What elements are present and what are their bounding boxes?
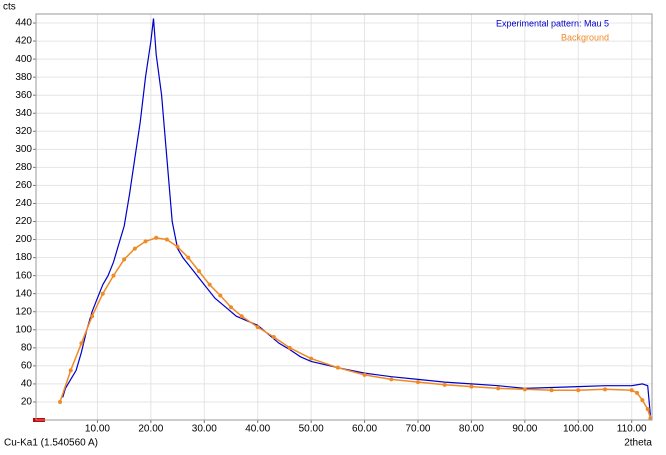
x-tick-label: 30.00 xyxy=(192,424,217,435)
y-tick-label: 100 xyxy=(15,324,32,335)
x-tick-label: 70.00 xyxy=(405,424,430,435)
x-tick-label: 110.00 xyxy=(617,424,647,435)
y-tick-label: 40 xyxy=(21,379,33,390)
series-marker xyxy=(335,365,340,370)
y-tick-label: 340 xyxy=(15,108,32,119)
y-tick-label: 60 xyxy=(21,361,33,372)
legend-entry: Experimental pattern: Mau 5 xyxy=(496,18,609,28)
x-tick-label: 80.00 xyxy=(459,424,484,435)
series-marker xyxy=(196,269,201,274)
series-marker xyxy=(602,387,607,392)
y-tick-label: 20 xyxy=(21,397,33,408)
y-tick-label: 120 xyxy=(15,306,32,317)
series-marker xyxy=(186,255,191,260)
x-tick-label: 50.00 xyxy=(299,424,324,435)
x-axis-label: 2theta xyxy=(624,438,652,449)
series-marker xyxy=(79,341,84,346)
y-tick-label: 220 xyxy=(15,216,32,227)
series-marker xyxy=(522,387,527,392)
series-marker xyxy=(255,325,260,330)
series-marker xyxy=(132,246,137,251)
series-marker xyxy=(496,386,501,391)
y-tick-label: 180 xyxy=(15,252,32,263)
y-tick-label: 140 xyxy=(15,288,32,299)
series-marker xyxy=(576,388,581,393)
series-marker xyxy=(111,273,116,278)
plot-area xyxy=(35,13,653,421)
series-marker xyxy=(309,356,314,361)
y-tick-label: 280 xyxy=(15,162,32,173)
series-marker xyxy=(469,384,474,389)
series-marker xyxy=(287,345,292,350)
x-tick-label: 100.00 xyxy=(563,424,594,435)
series-marker xyxy=(218,293,223,298)
series-marker xyxy=(415,380,420,385)
y-tick-label: 240 xyxy=(15,198,32,209)
y-tick-label: 420 xyxy=(15,36,32,47)
series-marker xyxy=(122,257,127,262)
series-marker xyxy=(164,237,169,242)
series-marker xyxy=(154,235,159,240)
series-marker xyxy=(68,368,73,373)
series-marker xyxy=(362,372,367,377)
y-tick-label: 80 xyxy=(21,342,33,353)
series-marker xyxy=(271,334,276,339)
x-tick-label: 60.00 xyxy=(352,424,377,435)
y-axis-label: cts xyxy=(3,2,16,13)
series-marker xyxy=(90,314,95,319)
series-marker xyxy=(229,305,234,310)
series-line xyxy=(62,18,651,416)
y-tick-label: 200 xyxy=(15,234,32,245)
x-tick-label: 20.00 xyxy=(138,424,163,435)
y-tick-label: 400 xyxy=(15,54,32,65)
y-tick-label: 320 xyxy=(15,126,32,137)
series-marker xyxy=(442,382,447,387)
y-tick-label: 260 xyxy=(15,180,32,191)
y-tick-label: 160 xyxy=(15,270,32,281)
y-tick-label: 300 xyxy=(15,144,32,155)
series-marker xyxy=(175,244,180,249)
annotation: Cu-Ka1 (1.540560 A) xyxy=(4,438,98,449)
x-tick-label: 90.00 xyxy=(512,424,537,435)
series-marker xyxy=(58,399,63,404)
x-tick-label: 10.00 xyxy=(85,424,110,435)
plot-area xyxy=(35,13,653,421)
series-line xyxy=(59,237,652,419)
series-marker xyxy=(207,282,212,287)
legend-entry: Background xyxy=(561,32,609,42)
y-tick-label: 440 xyxy=(15,18,32,29)
y-tick-label: 380 xyxy=(15,72,32,83)
series-marker xyxy=(239,314,244,319)
series-marker xyxy=(640,398,645,403)
series-marker xyxy=(143,239,148,244)
series-marker xyxy=(645,407,650,412)
series-marker xyxy=(629,388,634,393)
series-marker xyxy=(549,388,554,393)
series-marker xyxy=(100,291,105,296)
y-tick-label: 360 xyxy=(15,90,32,101)
series-marker xyxy=(389,377,394,382)
x-tick-label: 40.00 xyxy=(245,424,270,435)
series-marker xyxy=(635,390,640,395)
series-marker xyxy=(648,416,653,421)
